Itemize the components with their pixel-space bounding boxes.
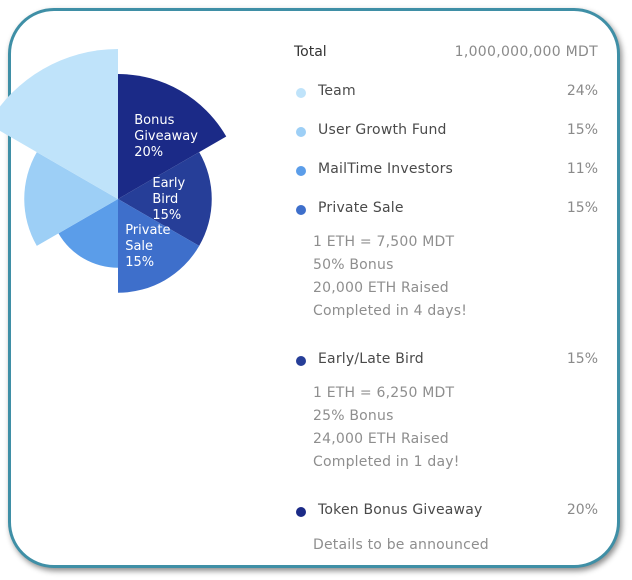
total-row: Total 1,000,000,000 MDT (294, 44, 598, 64)
legend-item-team: Team 24% (294, 83, 598, 103)
detail-line: Completed in 4 days! (313, 303, 468, 319)
pie-label-early-bird: Early (152, 176, 185, 191)
legend-percent: 15% (566, 200, 598, 216)
pie-label-early-bird: Bird (152, 192, 178, 207)
pie-slice-team (0, 49, 118, 199)
legend-percent: 15% (566, 351, 598, 367)
legend-name: Early/Late Bird (318, 351, 424, 367)
pie-label-private-sale: Sale (125, 239, 153, 254)
detail-line: 1 ETH = 6,250 MDT (313, 385, 455, 401)
pie-label-bonus-giveaway: Bonus (134, 113, 174, 128)
legend-dot-icon (296, 88, 306, 98)
pie-slice-private-sale (118, 199, 200, 293)
legend-item-token-bonus-giveaway: Token Bonus Giveaway 20% (294, 502, 598, 522)
detail-line: 25% Bonus (313, 408, 394, 424)
total-label: Total (294, 44, 327, 60)
private-sale-details: 1 ETH = 7,500 MDT 50% Bonus 20,000 ETH R… (313, 231, 467, 323)
legend-name: Team (318, 83, 356, 99)
legend-dot-icon (296, 356, 306, 366)
pie-label-bonus-giveaway: Giveaway (134, 129, 198, 144)
legend-item-early-late-bird: Early/Late Bird 15% (294, 351, 598, 371)
pie-label-private-sale: 15% (125, 255, 154, 270)
detail-line: 20,000 ETH Raised (313, 280, 449, 296)
legend-dot-icon (296, 205, 306, 215)
detail-line: Completed in 1 day! (313, 454, 460, 470)
pie-slice-bonus-giveaway (118, 74, 227, 199)
detail-line: Details to be announced (313, 537, 489, 553)
legend-item-user-growth-fund: User Growth Fund 15% (294, 122, 598, 142)
legend-dot-icon (296, 166, 306, 176)
pie-slice-mailtime-investors (58, 199, 118, 268)
detail-line: 24,000 ETH Raised (313, 431, 449, 447)
legend-name: MailTime Investors (318, 161, 454, 177)
legend-percent: 20% (566, 502, 598, 518)
legend-name: Token Bonus Giveaway (318, 502, 483, 518)
legend-percent: 11% (566, 161, 598, 177)
pie-slice-user-growth-fund (24, 152, 118, 246)
legend-percent: 24% (566, 83, 598, 99)
early-bird-details: 1 ETH = 6,250 MDT 25% Bonus 24,000 ETH R… (313, 382, 460, 474)
detail-line: 50% Bonus (313, 257, 394, 273)
pie-label-bonus-giveaway: 20% (134, 145, 163, 160)
legend-dot-icon (296, 127, 306, 137)
legend-name: Private Sale (318, 200, 404, 216)
legend-name: User Growth Fund (318, 122, 447, 138)
legend-item-private-sale: Private Sale 15% (294, 200, 598, 220)
pie-label-early-bird: 15% (152, 208, 181, 223)
legend-percent: 15% (566, 122, 598, 138)
total-value: 1,000,000,000 MDT (454, 44, 598, 60)
legend-item-mailtime-investors: MailTime Investors 11% (294, 161, 598, 181)
pie-slice-early-bird (118, 152, 212, 246)
legend-dot-icon (296, 507, 306, 517)
pie-label-private-sale: Private (125, 223, 170, 238)
bonus-details: Details to be announced (313, 534, 489, 557)
detail-line: 1 ETH = 7,500 MDT (313, 234, 455, 250)
